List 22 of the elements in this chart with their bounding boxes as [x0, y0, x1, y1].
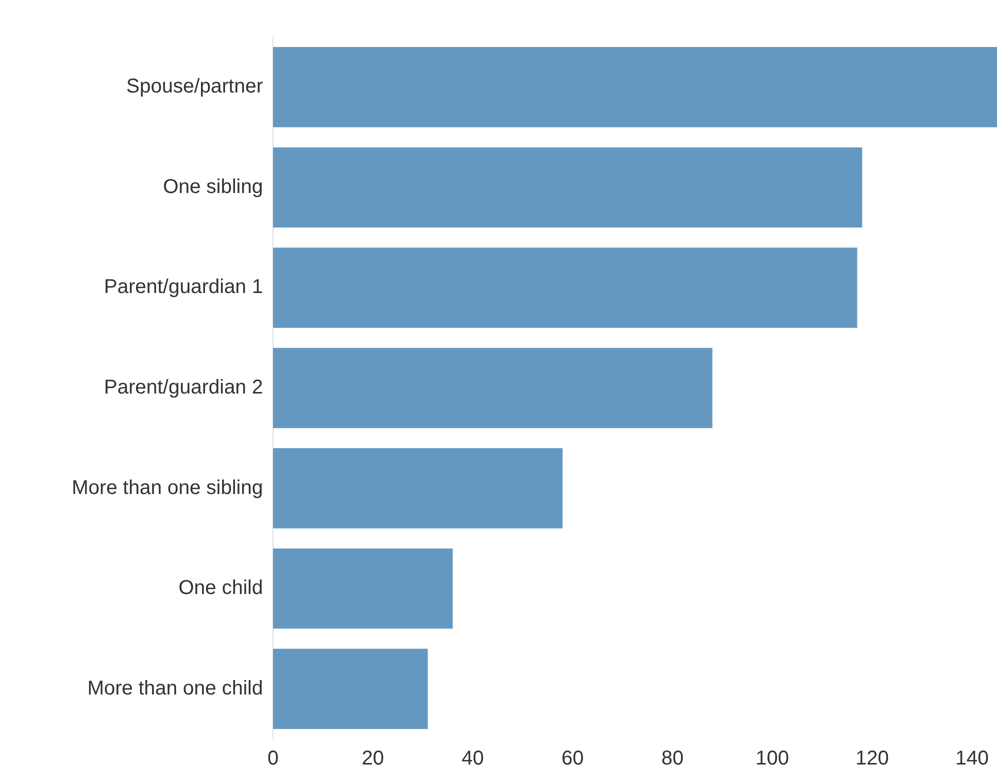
x-tick-label: 40 [462, 748, 484, 770]
bar [273, 47, 997, 128]
y-tick-label: Parent/guardian 1 [104, 276, 263, 298]
y-tick-label: Spouse/partner [126, 76, 264, 98]
x-tick-label: 100 [756, 748, 789, 770]
x-tick-label: 0 [267, 748, 279, 770]
y-tick-label: Parent/guardian 2 [104, 376, 263, 399]
y-tick-label: More than one child [87, 677, 263, 700]
x-tick-label: 120 [855, 748, 889, 770]
bar [273, 448, 563, 528]
y-tick-label: One child [178, 577, 263, 600]
y-tick-label: One sibling [162, 176, 263, 198]
y-tick-label: More than one sibling [72, 476, 263, 499]
bar [273, 648, 428, 729]
bar [273, 147, 862, 228]
x-tick-label: 20 [362, 748, 384, 770]
x-tick-label: 140 [955, 748, 989, 770]
bar [273, 548, 453, 629]
bar [273, 348, 712, 428]
bar [273, 248, 858, 328]
x-tick-label: 80 [661, 748, 684, 770]
x-tick-label: 60 [561, 748, 584, 770]
